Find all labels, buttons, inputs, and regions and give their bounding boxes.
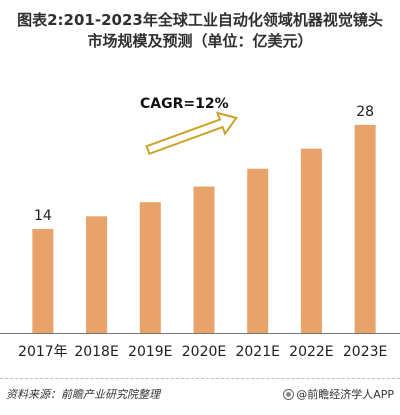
x-tick-label: 2021E (235, 344, 279, 360)
chart-title: 图表2:201-2023年全球工业自动化领域机器视觉镜头 市场规模及预测（单位：… (0, 10, 400, 52)
x-tick-label: 2017年 (18, 344, 68, 360)
bar-2019E (139, 202, 161, 333)
source-note: 资料来源：前瞻产业研究院整理 (6, 388, 160, 401)
x-tick-label: 2020E (182, 344, 226, 360)
data-label: 28 (356, 104, 374, 120)
x-tick-label: 2019E (128, 344, 172, 360)
cagr-arrow-shape (145, 111, 238, 156)
footer-divider (0, 378, 400, 379)
cagr-annotation: CAGR=12% (140, 96, 229, 112)
chart-title-line-1: 图表2:201-2023年全球工业自动化领域机器视觉镜头 (17, 11, 383, 29)
bar-2023E (354, 124, 376, 333)
bar-2017年 (32, 228, 54, 333)
data-label: 14 (34, 208, 52, 224)
brand-credit-text: @前瞻经济学人APP (296, 388, 394, 401)
x-tick-label: 2022E (289, 344, 333, 360)
bar-2021E (247, 168, 269, 333)
bar-2022E (300, 148, 322, 333)
bar-2018E (86, 216, 108, 333)
brand-logo-icon (283, 389, 295, 400)
bar-2020E (193, 186, 215, 333)
brand-credit: @前瞻经济学人APP (283, 386, 394, 402)
cagr-arrow-icon (145, 111, 238, 156)
x-tick-label: 2018E (74, 344, 118, 360)
x-tick-label: 2023E (343, 344, 387, 360)
bar-chart: 2017年 2018E 2019E 2020E 2021E 2022E 2023E 14 28 C… (0, 96, 400, 360)
chart-title-line-2: 市场规模及预测（单位：亿美元） (87, 32, 313, 50)
